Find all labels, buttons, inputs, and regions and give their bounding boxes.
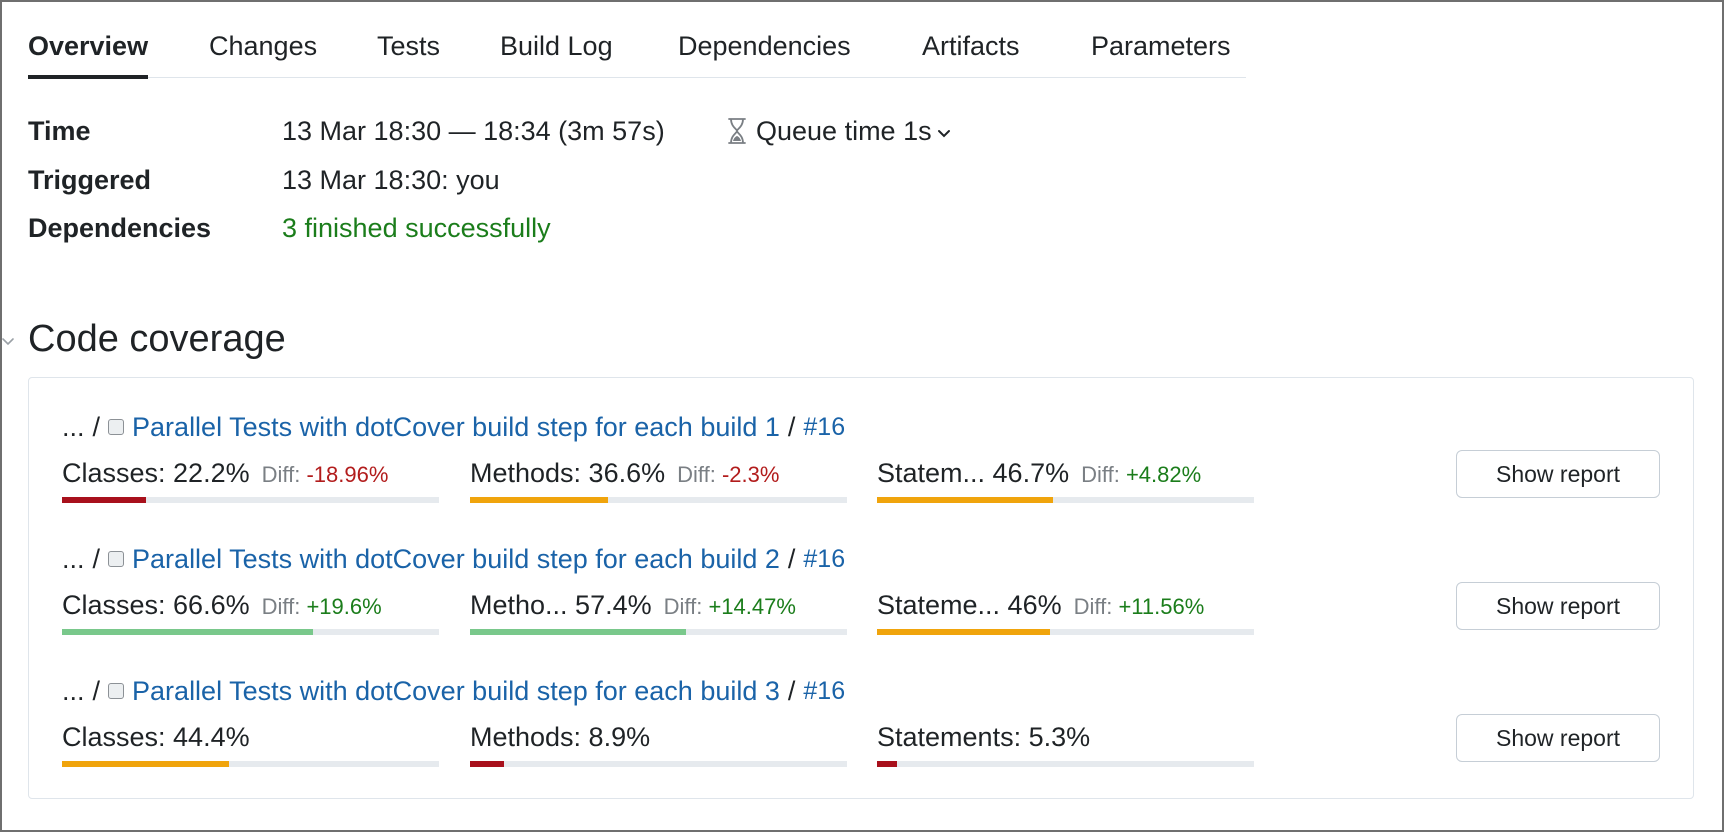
- diff-label: Diff:: [677, 462, 716, 487]
- triggered-value: 13 Mar 18:30: you: [282, 165, 500, 195]
- show-report-button[interactable]: Show report: [1456, 714, 1660, 762]
- breadcrumb-separator: /: [92, 411, 101, 442]
- tab-changes[interactable]: Changes: [209, 31, 318, 61]
- build-number-link[interactable]: #16: [803, 412, 846, 441]
- coverage-metric: Classes: 22.2% Diff: -18.96%: [62, 456, 388, 490]
- coverage-bar: [62, 497, 439, 503]
- diff-label: Diff:: [1073, 594, 1113, 619]
- coverage-bar: [62, 629, 439, 635]
- build-config-link[interactable]: Parallel Tests with dotCover build step …: [132, 411, 780, 442]
- coverage-metric: Statements: 5.3%: [877, 720, 1090, 754]
- metric-label: Classes: 44.4%: [62, 722, 250, 752]
- coverage-bar-fill: [470, 497, 608, 503]
- breadcrumb-ellipsis[interactable]: ...: [62, 675, 85, 706]
- diff-label: Diff:: [261, 462, 301, 487]
- show-report-button[interactable]: Show report: [1456, 450, 1660, 498]
- collapse-chevron-icon[interactable]: [1, 336, 15, 348]
- tab-bar: Overview Changes Tests Build Log Depende…: [28, 0, 1246, 79]
- coverage-bar: [877, 761, 1254, 767]
- coverage-bar: [877, 497, 1254, 503]
- coverage-bar-fill: [62, 761, 230, 767]
- dependencies-label: Dependencies: [28, 213, 212, 243]
- breadcrumb-separator: /: [92, 543, 101, 574]
- diff-value: +4.82%: [1125, 462, 1202, 487]
- coverage-bar-fill: [62, 497, 146, 503]
- coverage-bar: [470, 761, 847, 767]
- build-title-row: ... / Parallel Tests with dotCover build…: [62, 410, 845, 444]
- metric-label: Metho... 57.4%: [470, 590, 652, 620]
- coverage-bar: [470, 629, 847, 635]
- build-config-icon: [108, 551, 125, 567]
- coverage-metric: Classes: 44.4%: [62, 720, 250, 754]
- metric-label: Classes: 66.6%: [62, 590, 250, 620]
- coverage-bar-fill: [470, 629, 687, 635]
- coverage-metric: Statem... 46.7% Diff: +4.82%: [877, 456, 1201, 490]
- coverage-bar: [62, 761, 439, 767]
- build-number-link[interactable]: #16: [803, 544, 846, 573]
- coverage-metric: Stateme... 46% Diff: +11.56%: [877, 588, 1204, 622]
- show-report-button[interactable]: Show report: [1456, 582, 1660, 630]
- breadcrumb-ellipsis[interactable]: ...: [62, 411, 85, 442]
- coverage-metric: Methods: 8.9%: [470, 720, 650, 754]
- chevron-down-icon: [937, 130, 950, 138]
- metric-label: Statem... 46.7%: [877, 458, 1070, 488]
- diff-value: +19.6%: [306, 594, 382, 619]
- diff-label: Diff:: [663, 594, 703, 619]
- build-number-link[interactable]: #16: [803, 676, 846, 705]
- coverage-bar-fill: [877, 761, 897, 767]
- tab-build-log[interactable]: Build Log: [500, 31, 613, 61]
- breadcrumb-separator: /: [787, 675, 796, 706]
- breadcrumb-separator: /: [787, 411, 796, 442]
- build-config-icon: [108, 683, 125, 699]
- coverage-metric: Methods: 36.6% Diff: -2.3%: [470, 456, 779, 490]
- breadcrumb-separator: /: [92, 675, 101, 706]
- section-title: Code coverage: [28, 318, 286, 360]
- coverage-metric: Classes: 66.6% Diff: +19.6%: [62, 588, 382, 622]
- diff-value: +11.56%: [1118, 594, 1205, 619]
- coverage-bar-fill: [62, 629, 314, 635]
- triggered-label: Triggered: [28, 165, 152, 195]
- time-label: Time: [28, 116, 91, 146]
- queue-time-toggle[interactable]: Queue time 1s: [726, 114, 951, 148]
- queue-time-label: Queue time 1s: [756, 115, 932, 146]
- metric-label: Statements: 5.3%: [877, 722, 1091, 752]
- tab-parameters[interactable]: Parameters: [1091, 31, 1231, 61]
- coverage-bar-fill: [470, 761, 504, 767]
- build-title-row: ... / Parallel Tests with dotCover build…: [62, 674, 845, 708]
- time-value: 13 Mar 18:30 — 18:34 (3m 57s): [282, 116, 665, 146]
- tab-overview[interactable]: Overview: [28, 28, 149, 79]
- tab-dependencies[interactable]: Dependencies: [678, 31, 851, 61]
- metric-label: Methods: 36.6%: [470, 458, 666, 488]
- coverage-bar: [470, 497, 847, 503]
- coverage-bar-fill: [877, 629, 1051, 635]
- dependencies-status-link[interactable]: 3 finished successfully: [282, 213, 551, 243]
- build-title-row: ... / Parallel Tests with dotCover build…: [62, 542, 845, 576]
- tab-tests[interactable]: Tests: [377, 31, 441, 61]
- diff-value: -2.3%: [721, 462, 780, 487]
- diff-label: Diff:: [1081, 462, 1120, 487]
- build-config-link[interactable]: Parallel Tests with dotCover build step …: [132, 543, 780, 574]
- hourglass-icon: [728, 118, 746, 144]
- tab-artifacts[interactable]: Artifacts: [922, 31, 1020, 61]
- coverage-panel: [28, 377, 1694, 799]
- breadcrumb-separator: /: [787, 543, 796, 574]
- breadcrumb-ellipsis[interactable]: ...: [62, 543, 85, 574]
- build-config-link[interactable]: Parallel Tests with dotCover build step …: [132, 675, 780, 706]
- coverage-bar-fill: [877, 497, 1054, 503]
- metric-label: Classes: 22.2%: [62, 458, 250, 488]
- coverage-bar: [877, 629, 1254, 635]
- diff-label: Diff:: [261, 594, 301, 619]
- metric-label: Methods: 8.9%: [470, 722, 651, 752]
- build-config-icon: [108, 419, 125, 435]
- coverage-metric: Metho... 57.4% Diff: +14.47%: [470, 588, 796, 622]
- diff-value: -18.96%: [306, 462, 389, 487]
- diff-value: +14.47%: [708, 594, 796, 619]
- metric-label: Stateme... 46%: [877, 590, 1062, 620]
